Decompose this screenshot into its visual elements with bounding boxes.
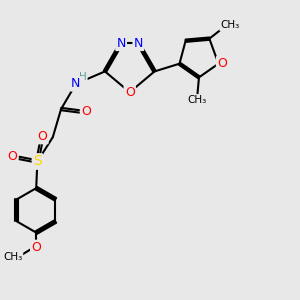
Text: CH₃: CH₃ (188, 95, 207, 105)
Text: O: O (8, 150, 17, 163)
Text: O: O (31, 241, 41, 254)
Text: N: N (116, 37, 126, 50)
Text: O: O (38, 130, 47, 143)
Text: O: O (125, 86, 135, 99)
Text: S: S (33, 154, 42, 169)
Text: N: N (134, 37, 143, 50)
Text: N: N (71, 77, 81, 90)
Text: CH₃: CH₃ (3, 252, 22, 262)
Text: O: O (81, 105, 91, 118)
Text: CH₃: CH₃ (220, 20, 240, 30)
Text: H: H (79, 72, 87, 82)
Text: O: O (217, 57, 227, 70)
